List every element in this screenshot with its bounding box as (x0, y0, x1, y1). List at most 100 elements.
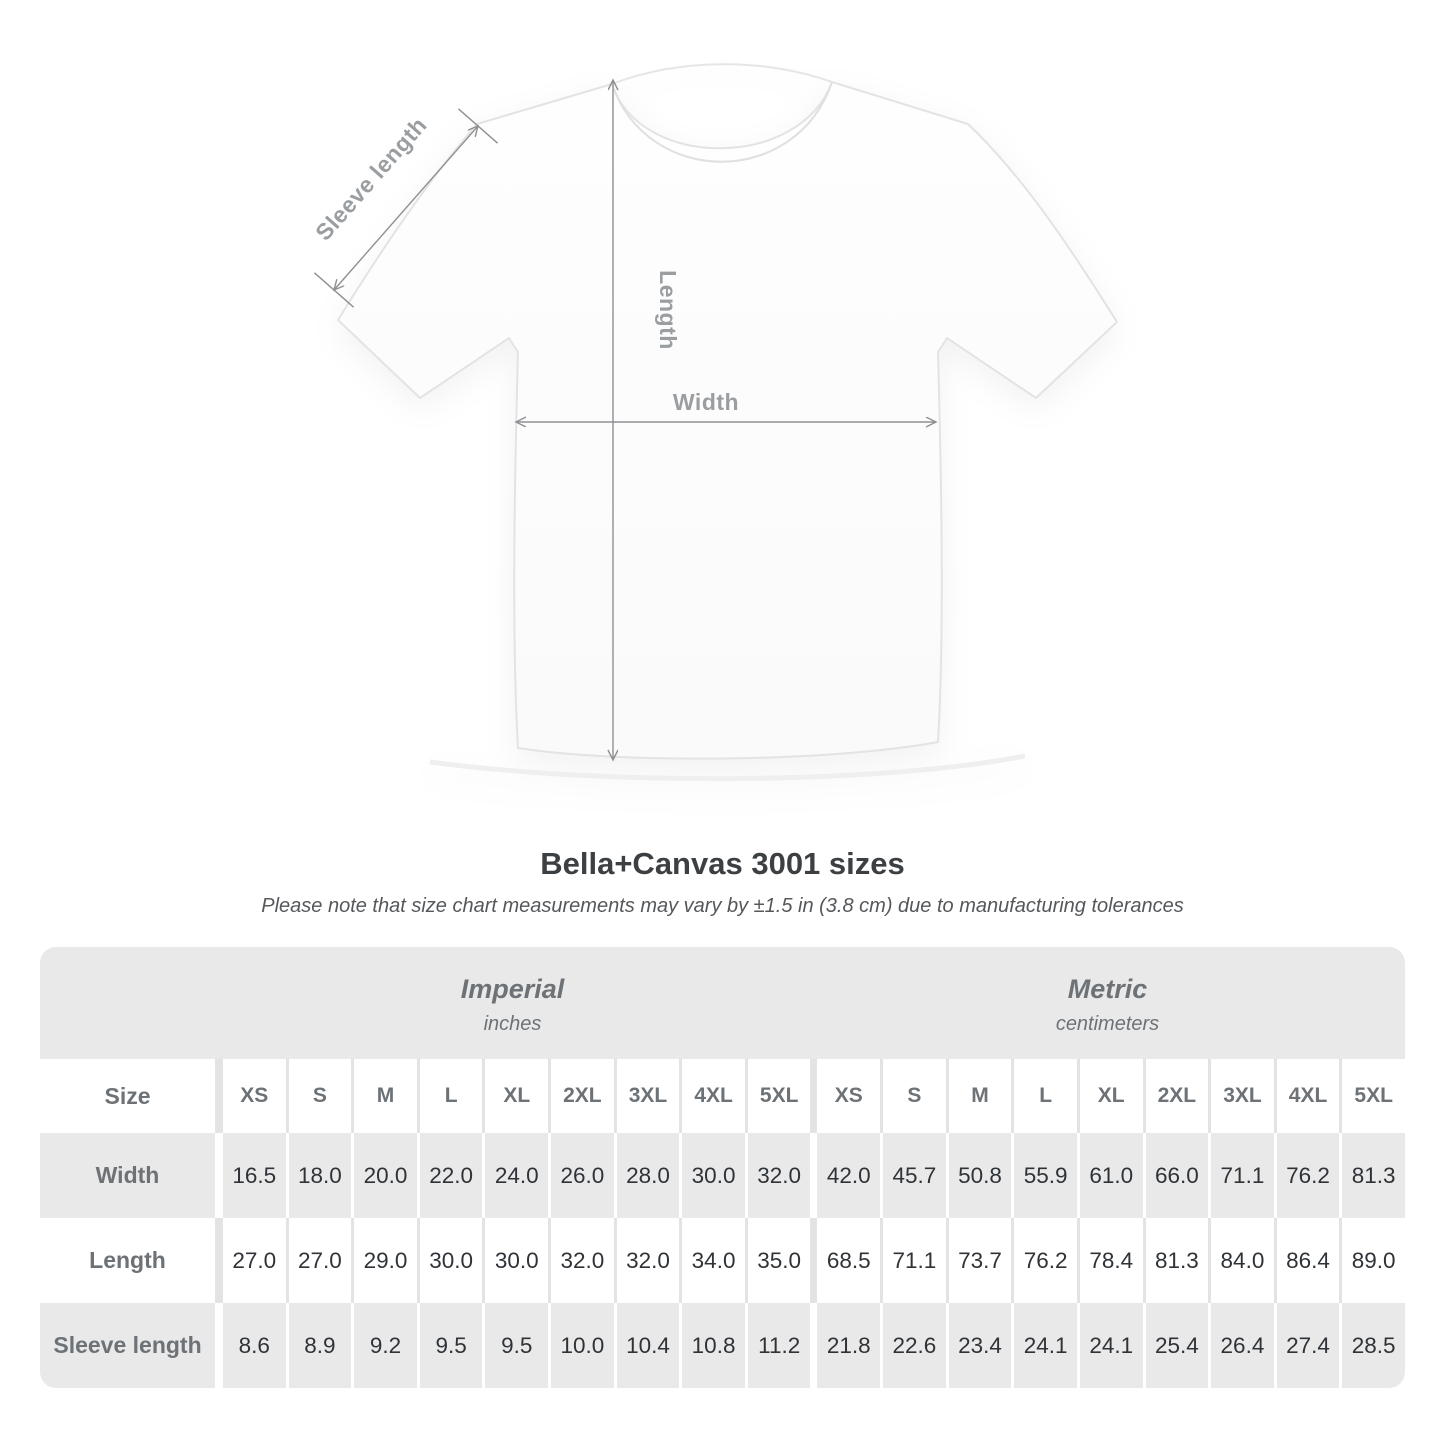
unit-group-header: Imperial inches Metric centimeters (40, 947, 1405, 1059)
value-cell-metric: 42.0 (817, 1133, 881, 1218)
value-cell-metric: 71.1 (883, 1218, 946, 1303)
value-cell-imperial: 28.0 (616, 1133, 680, 1218)
value-cell-imperial: 29.0 (354, 1218, 417, 1303)
value-cell-imperial: 35.0 (747, 1218, 811, 1303)
band-spacer (40, 947, 215, 1059)
sleeve-length-row: Sleeve length 8.6 8.9 9.2 9.5 9.5 10.0 10.4 10.… (40, 1303, 1405, 1388)
value-cell-metric: 55.9 (1014, 1133, 1077, 1218)
length-row: Length 27.0 27.0 29.0 30.0 30.0 32.0 32.0 34.0 3… (40, 1218, 1405, 1303)
value-cell-metric: 81.3 (1145, 1218, 1209, 1303)
value-cell-metric: 73.7 (948, 1218, 1012, 1303)
size-header-imperial-l: L (419, 1059, 483, 1133)
length-row-label: Length (40, 1218, 215, 1303)
size-header-imperial-4xl: 4XL (682, 1059, 745, 1133)
size-header-metric-5xl: 5XL (1342, 1059, 1405, 1133)
width-row: Width 16.5 18.0 20.0 22.0 24.0 26.0 28.0 30.0 32… (40, 1133, 1405, 1218)
value-cell-imperial: 32.0 (616, 1218, 680, 1303)
size-header-metric-m: M (948, 1059, 1012, 1133)
size-header-imperial-xs: XS (223, 1059, 286, 1133)
metric-title: Metric (1067, 974, 1148, 1004)
imperial-title: Imperial (460, 974, 565, 1004)
collar-line (611, 81, 833, 163)
value-cell-metric: 61.0 (1079, 1133, 1143, 1218)
hem-shadow (429, 753, 1026, 782)
value-cell-imperial: 9.5 (419, 1303, 483, 1388)
value-cell-metric: 78.4 (1079, 1218, 1143, 1303)
value-cell-metric: 66.0 (1145, 1133, 1209, 1218)
size-header-imperial-2xl: 2XL (551, 1059, 614, 1133)
tshirt-diagram: Sleeve length Length Width (310, 63, 1119, 782)
value-cell-metric: 28.5 (1342, 1303, 1405, 1388)
value-cell-imperial: 10.0 (551, 1303, 614, 1388)
size-header-imperial-s: S (288, 1059, 352, 1133)
value-cell-metric: 86.4 (1276, 1218, 1340, 1303)
value-cell-metric: 25.4 (1145, 1303, 1209, 1388)
page-title: Bella+Canvas 3001 sizes (540, 846, 905, 881)
sleeve-length-annotation (313, 108, 499, 308)
width-row-label: Width (40, 1133, 215, 1218)
imperial-unit: inches (483, 1013, 542, 1035)
sleeve-arrow-tick-top (457, 108, 499, 144)
tshirt-measurement-figure: Sleeve length Length Width (310, 63, 1119, 782)
value-cell-imperial: 30.0 (485, 1218, 549, 1303)
value-cell-metric: 21.8 (817, 1303, 881, 1388)
value-cell-imperial: 18.0 (288, 1133, 352, 1218)
value-cell-imperial: 24.0 (485, 1133, 549, 1218)
sleeve-length-arrow (334, 126, 478, 290)
size-header-metric-3xl: 3XL (1211, 1059, 1274, 1133)
value-cell-metric: 89.0 (1342, 1218, 1405, 1303)
value-cell-metric: 84.0 (1211, 1218, 1274, 1303)
value-cell-imperial: 10.8 (682, 1303, 745, 1388)
value-cell-metric: 27.4 (1276, 1303, 1340, 1388)
size-header-imperial-m: M (354, 1059, 417, 1133)
value-cell-metric: 68.5 (817, 1218, 881, 1303)
size-header-metric-l: L (1014, 1059, 1077, 1133)
value-cell-metric: 24.1 (1014, 1303, 1077, 1388)
heading-block: Bella+Canvas 3001 sizes Please note that… (0, 846, 1445, 918)
value-cell-metric: 76.2 (1014, 1218, 1077, 1303)
imperial-group-header: Imperial inches (215, 947, 810, 1059)
size-header-row: Size XS S M L XL 2XL 3XL 4XL 5XL XS S M L XL 2XL 3XL 4XL… (40, 1059, 1405, 1133)
width-label: Width (673, 389, 739, 415)
size-chart-table: Imperial inches Metric centimeters Size … (40, 947, 1405, 1388)
value-cell-metric: 45.7 (883, 1133, 946, 1218)
value-cell-metric: 24.1 (1079, 1303, 1143, 1388)
length-label: Length (655, 270, 681, 350)
size-header-imperial-3xl: 3XL (616, 1059, 680, 1133)
size-header-metric-xl: XL (1079, 1059, 1143, 1133)
size-header-metric-xs: XS (817, 1059, 881, 1133)
size-header-metric-2xl: 2XL (1145, 1059, 1209, 1133)
size-header-imperial-xl: XL (485, 1059, 549, 1133)
size-column-header: Size (40, 1059, 215, 1133)
size-header-metric-4xl: 4XL (1276, 1059, 1340, 1133)
value-cell-imperial: 27.0 (223, 1218, 286, 1303)
value-cell-imperial: 30.0 (682, 1133, 745, 1218)
value-cell-imperial: 32.0 (747, 1133, 811, 1218)
value-cell-metric: 76.2 (1276, 1133, 1340, 1218)
value-cell-imperial: 22.0 (419, 1133, 483, 1218)
value-cell-imperial: 16.5 (223, 1133, 286, 1218)
value-cell-imperial: 34.0 (682, 1218, 745, 1303)
value-cell-imperial: 8.6 (223, 1303, 286, 1388)
value-cell-metric: 50.8 (948, 1133, 1012, 1218)
value-cell-imperial: 27.0 (288, 1218, 352, 1303)
value-cell-imperial: 9.5 (485, 1303, 549, 1388)
value-cell-metric: 81.3 (1342, 1133, 1405, 1218)
value-cell-imperial: 9.2 (354, 1303, 417, 1388)
value-cell-imperial: 11.2 (747, 1303, 811, 1388)
tolerance-note: Please note that size chart measurements… (261, 895, 1184, 917)
sleeve-length-row-label: Sleeve length (40, 1303, 215, 1388)
value-cell-imperial: 26.0 (551, 1133, 614, 1218)
value-cell-imperial: 32.0 (551, 1218, 614, 1303)
metric-group-header: Metric centimeters (810, 947, 1405, 1059)
value-cell-imperial: 8.9 (288, 1303, 352, 1388)
value-cell-imperial: 20.0 (354, 1133, 417, 1218)
value-cell-metric: 71.1 (1211, 1133, 1274, 1218)
sleeve-arrow-tick-bottom (313, 272, 355, 308)
size-header-metric-s: S (883, 1059, 946, 1133)
size-header-imperial-5xl: 5XL (747, 1059, 811, 1133)
value-cell-imperial: 30.0 (419, 1218, 483, 1303)
value-cell-imperial: 10.4 (616, 1303, 680, 1388)
metric-unit: centimeters (1055, 1013, 1160, 1035)
value-cell-metric: 23.4 (948, 1303, 1012, 1388)
